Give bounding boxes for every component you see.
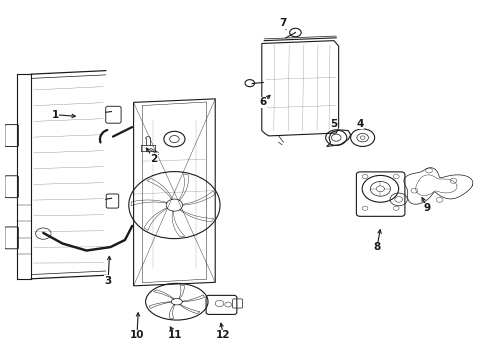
Text: 2: 2: [150, 154, 157, 164]
Text: 4: 4: [357, 118, 364, 129]
Text: 3: 3: [104, 275, 112, 285]
Text: 10: 10: [130, 330, 144, 340]
Text: 5: 5: [330, 118, 338, 129]
Text: 8: 8: [373, 242, 381, 252]
Text: 1: 1: [52, 110, 59, 120]
Text: 11: 11: [168, 330, 183, 340]
Text: 7: 7: [279, 18, 286, 28]
Text: 12: 12: [216, 330, 231, 340]
Text: 6: 6: [259, 98, 267, 107]
Text: 9: 9: [424, 203, 431, 213]
